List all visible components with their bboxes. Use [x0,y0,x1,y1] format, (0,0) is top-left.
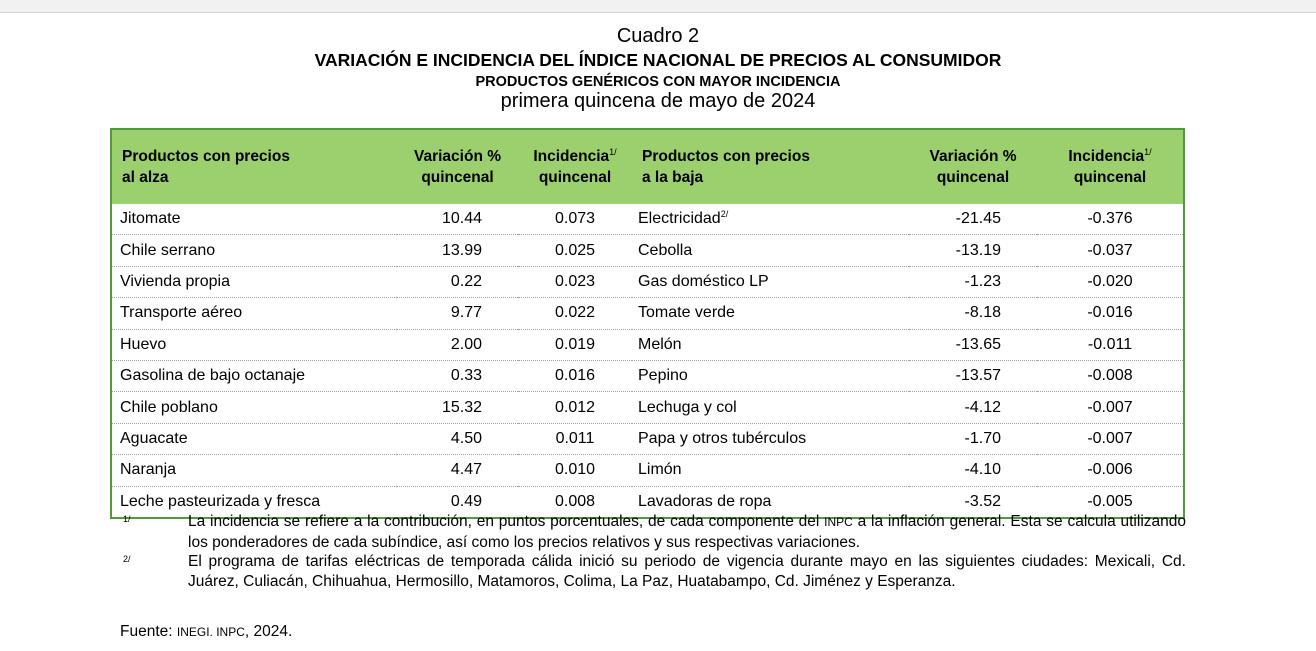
inpc-abbr: INPC [824,515,853,529]
down-incidencia-cell: -0.016 [1037,297,1183,330]
down-product-cell: Papa y otros tubérculos [632,423,909,456]
down-variacion-cell: -4.12 [909,391,1037,424]
up-product-cell: Huevo [112,329,397,361]
table-titles: Cuadro 2 VARIACIÓN E INCIDENCIA DEL ÍNDI… [0,24,1316,113]
up-variacion-cell: 10.44 [397,204,518,236]
up-variacion-cell: 13.99 [397,234,518,267]
up-product-cell: Jitomate [112,204,397,236]
up-product-cell: Vivienda propia [112,266,397,299]
down-product-cell: Lechuga y col [632,391,909,424]
table-header-row: Productos con precios al alza Variación %… [112,130,1183,204]
up-product-cell: Chile poblano [112,391,397,424]
table-row: Gasolina de bajo octanaje 0.33 0.016 Pepino… [112,360,1183,393]
down-incidencia-cell: -0.011 [1037,329,1183,361]
header-incidencia-down: Incidencia1/quincenal [1037,130,1183,204]
up-variacion-cell: 2.00 [397,329,518,361]
up-variacion-cell: 9.77 [397,297,518,330]
table-row: Vivienda propia 0.22 0.023 Gas doméstico LP… [112,266,1183,299]
up-incidencia-cell: 0.010 [518,454,632,487]
up-incidencia-cell: 0.008 [554,492,596,510]
up-product-cell: Leche pasteurizada y fresca [120,492,321,510]
up-variacion-cell: 15.32 [397,391,518,424]
up-variacion-cell: 4.50 [397,423,518,456]
up-product-cell: Chile serrano [112,234,397,267]
down-variacion-cell: -3.52 [964,492,1001,510]
down-incidencia-cell: -0.037 [1037,234,1183,267]
up-incidencia-cell: 0.022 [518,297,632,330]
up-product-cell: Gasolina de bajo octanaje [112,360,397,393]
up-product-cell: Naranja [112,454,397,487]
up-incidencia-cell: 0.023 [518,266,632,299]
down-variacion-cell: -13.19 [909,234,1037,267]
down-product-cell: Limón [632,454,909,487]
table-subtitle: PRODUCTOS GENÉRICOS CON MAYOR INCIDENCIA [475,74,841,90]
source-line: Fuente: INEGI. INPC, 2024. [120,623,293,640]
up-variacion-cell: 0.49 [450,492,482,510]
header-variacion-up: Variación % quincenal [397,130,518,204]
footnote-1-mark: 1/ [123,514,131,524]
down-variacion-cell: -1.23 [909,266,1037,299]
down-product-cell: Melón [632,329,909,361]
table-row: Jitomate 10.44 0.073 Electricidad2/-21.45 -0… [112,204,1183,236]
footnote-1: 1/ La incidencia se refiere a la contrib… [120,512,1186,552]
up-variacion-cell: 0.33 [397,360,518,393]
up-incidencia-cell: 0.019 [518,329,632,361]
footnote-2-mark: 2/ [123,554,131,564]
header-incidencia-up: Incidencia1/quincenal [518,130,632,204]
up-incidencia-cell: 0.073 [518,204,632,236]
up-product-cell: Transporte aéreo [112,297,397,330]
down-variacion-cell: -13.57 [909,360,1037,393]
down-variacion-cell: -21.45 [909,204,1037,236]
table-row: Aguacate 4.50 0.011 Papa y otros tubérculos… [112,423,1183,456]
up-incidencia-cell: 0.025 [518,234,632,267]
down-variacion-cell: -8.18 [909,297,1037,330]
down-product-cell: Cebolla [632,234,909,267]
down-variacion-cell: -4.10 [909,454,1037,487]
footnote-2: 2/ El programa de tarifas eléctricas de … [120,552,1186,591]
table-period: primera quincena de mayo de 2024 [500,90,816,112]
table-title: VARIACIÓN E INCIDENCIA DEL ÍNDICE NACION… [314,50,1002,70]
down-incidencia-cell: -0.376 [1037,204,1183,236]
down-variacion-cell: -13.65 [909,329,1037,361]
footnotes: 1/ La incidencia se refiere a la contrib… [120,512,1186,591]
table-row: Chile serrano 13.99 0.025 Cebolla -13.19 -0.0… [112,234,1183,267]
down-incidencia-cell: -0.020 [1037,266,1183,299]
down-incidencia-cell: -0.008 [1037,360,1183,393]
viewer-top-bar [0,0,1316,13]
table-row: Naranja 4.47 0.010 Limón -4.10 -0.006 [112,454,1183,487]
down-product-cell: Gas doméstico LP [632,266,909,299]
down-product-cell: Tomate verde [632,297,909,330]
table-row: Huevo 2.00 0.019 Melón -13.65 -0.011 [112,329,1183,361]
up-variacion-cell: 0.22 [397,266,518,299]
down-incidencia-cell: -0.007 [1037,391,1183,424]
table-row: Transporte aéreo 9.77 0.022 Tomate verde -8.… [112,297,1183,330]
down-product-cell: Lavadoras de ropa [638,492,772,510]
up-variacion-cell: 4.47 [397,454,518,487]
table-row: Leche pasteurizada y fresca 0.49 0.008 Lava… [112,486,1183,517]
up-incidencia-cell: 0.012 [518,391,632,424]
down-incidencia-cell: -0.006 [1037,454,1183,487]
down-product-cell: Electricidad2/ [632,204,909,236]
down-variacion-cell: -1.70 [909,423,1037,456]
up-incidencia-cell: 0.011 [518,423,632,456]
down-product-cell: Pepino [632,360,909,393]
cuadro-number: Cuadro 2 [616,25,700,47]
up-product-cell: Aguacate [112,423,397,456]
down-incidencia-cell: -0.007 [1037,423,1183,456]
incidence-table: Productos con precios al alza Variación %… [110,128,1185,519]
header-products-up: Productos con precios al alza [112,130,397,204]
up-incidencia-cell: 0.016 [518,360,632,393]
header-products-down: Productos con precios a la baja [632,130,909,204]
down-incidencia-cell: -0.005 [1087,492,1133,510]
table-row: Chile poblano 15.32 0.012 Lechuga y col -4.1… [112,391,1183,424]
header-variacion-down: Variación % quincenal [909,130,1037,204]
